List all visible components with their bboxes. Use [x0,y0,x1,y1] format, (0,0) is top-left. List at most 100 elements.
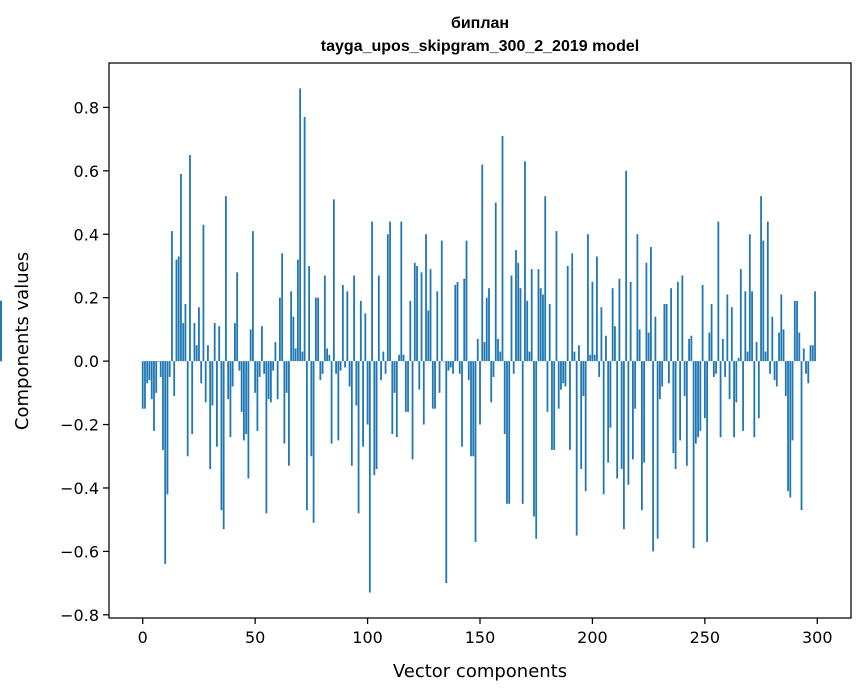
bar-15 [175,259,178,362]
bar-192 [573,351,576,362]
bar-180 [546,361,549,412]
bar-32 [213,323,216,362]
bar-163 [508,361,511,504]
bar-56 [267,361,270,400]
bar-124 [420,272,423,362]
bar-233 [665,304,668,362]
bar-52 [258,361,261,377]
bar-86 [335,361,337,374]
x-tick-label: 300 [802,628,833,647]
bar-137 [449,361,452,368]
bar-216 [627,361,630,485]
bar-144 [465,240,468,362]
bar-237 [674,361,677,469]
bar-120 [411,361,414,460]
bar-131 [436,291,439,362]
bar-247 [697,361,699,438]
bar-2 [146,361,149,384]
bar-226 [649,246,652,362]
bar-243 [688,338,691,362]
bar-33 [216,361,218,447]
bar-63 [283,361,286,444]
bar-84 [330,361,333,444]
bar-76 [312,361,315,523]
bar-92 [348,361,351,387]
bar-65 [287,361,290,466]
bar-34 [218,326,221,362]
bar-182 [551,361,553,450]
bar-189 [566,265,569,362]
bar-293 [800,361,803,511]
bar-89 [341,285,344,362]
bar-58 [272,361,275,371]
bar-193 [575,361,578,536]
bar-97 [359,300,362,362]
bar-121 [413,262,416,362]
bar-205 [602,361,605,495]
bar-64 [285,361,288,393]
bar-188 [564,361,567,387]
bar-186 [560,361,562,390]
bar-235 [670,288,673,362]
bar-54 [263,361,266,374]
bar-111 [391,361,394,435]
bar-147 [472,361,475,457]
bar-252 [708,332,711,362]
y-tick-label: −0.4 [60,479,99,498]
bar-222 [640,361,643,511]
bar-113 [395,361,398,438]
bar-211 [616,361,619,479]
bar-115 [400,221,403,362]
bar-183 [553,361,556,450]
bar-146 [470,361,472,457]
bar-19 [184,304,187,362]
bar-270 [748,234,751,362]
bar-11 [166,361,169,495]
bar-155 [490,361,493,403]
y-tick-label: −0.8 [60,606,99,625]
bar-261 [728,361,731,400]
x-tick-label: 0 [138,628,148,647]
bar-283 [778,332,780,362]
bar-212 [618,278,621,362]
bar-93 [350,361,353,466]
bar-13 [171,231,173,362]
bar-116 [402,354,405,362]
bar-40 [231,361,234,387]
bar-88 [339,361,342,371]
bar-87 [337,361,340,441]
bar-268 [744,291,747,362]
bar-194 [578,345,580,362]
bar-267 [742,361,744,431]
bar-190 [569,361,571,450]
bar-53 [261,326,263,362]
bar-286 [784,361,787,396]
bar-223 [643,361,646,463]
bar-133 [440,240,443,362]
bar-77 [314,297,317,362]
bar-47 [247,361,250,479]
bar-219 [634,361,637,409]
x-tick-label: 250 [690,628,721,647]
y-tick-label: −0.6 [60,542,99,561]
bar-105 [377,275,380,362]
bar-172 [528,351,531,362]
bar-36 [222,361,225,530]
bar-79 [319,361,322,381]
bar-150 [479,361,481,425]
bar-100 [366,361,369,425]
bar-49 [252,231,254,362]
bar-73 [305,361,308,511]
bar-229 [656,361,659,539]
bar-83 [328,354,331,362]
chart-title: биплан [451,15,509,32]
bar-27 [202,224,205,362]
bar-74 [308,265,311,362]
bar-297 [809,345,812,362]
bar-129 [431,361,434,409]
bar-176 [537,269,540,362]
bar-299 [814,291,816,362]
bar-142 [461,361,463,447]
y-tick-label: −0.2 [60,416,99,435]
bar-161 [503,361,506,435]
